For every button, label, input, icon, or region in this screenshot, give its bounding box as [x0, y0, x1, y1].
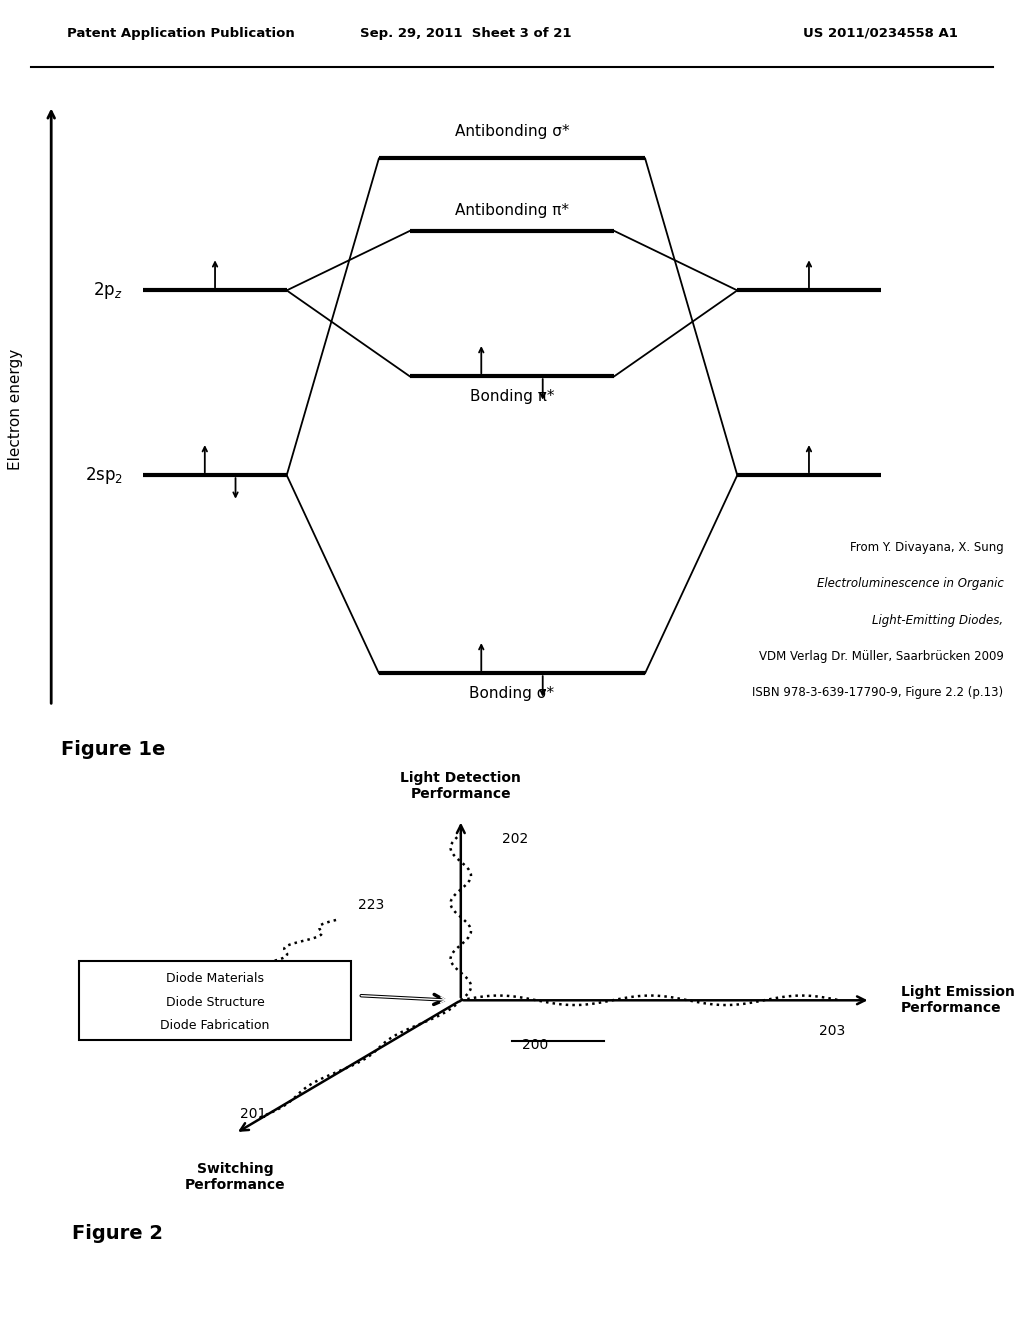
- Text: 201: 201: [240, 1107, 266, 1122]
- Text: 2sp$_2$: 2sp$_2$: [85, 465, 123, 486]
- FancyBboxPatch shape: [79, 961, 351, 1040]
- Text: Bonding π*: Bonding π*: [470, 389, 554, 404]
- Text: Figure 2: Figure 2: [72, 1224, 163, 1242]
- Text: Patent Application Publication: Patent Application Publication: [67, 26, 294, 40]
- Text: Light Emission
Performance: Light Emission Performance: [901, 985, 1015, 1015]
- Text: 202: 202: [502, 832, 528, 846]
- Text: Antibonding π*: Antibonding π*: [455, 203, 569, 218]
- Text: Diode Materials: Diode Materials: [166, 972, 264, 985]
- Text: Figure 1e: Figure 1e: [61, 739, 166, 759]
- Text: Diode Structure: Diode Structure: [166, 995, 264, 1008]
- Text: Diode Fabrication: Diode Fabrication: [161, 1019, 269, 1032]
- Text: US 2011/0234558 A1: US 2011/0234558 A1: [803, 26, 957, 40]
- Text: Antibonding σ*: Antibonding σ*: [455, 124, 569, 139]
- Text: 2p$_z$: 2p$_z$: [93, 280, 123, 301]
- Text: 203: 203: [819, 1024, 846, 1038]
- Text: Sep. 29, 2011  Sheet 3 of 21: Sep. 29, 2011 Sheet 3 of 21: [360, 26, 571, 40]
- Text: Electron energy: Electron energy: [8, 348, 23, 470]
- Text: ISBN 978-3-639-17790-9, Figure 2.2 (p.13): ISBN 978-3-639-17790-9, Figure 2.2 (p.13…: [753, 686, 1004, 700]
- Text: 200: 200: [522, 1039, 549, 1052]
- Text: Light Detection
Performance: Light Detection Performance: [400, 771, 521, 801]
- Text: Switching
Performance: Switching Performance: [185, 1162, 286, 1192]
- Text: Bonding σ*: Bonding σ*: [469, 686, 555, 701]
- Text: Light-Emitting Diodes,: Light-Emitting Diodes,: [872, 614, 1004, 627]
- Text: VDM Verlag Dr. Müller, Saarbrücken 2009: VDM Verlag Dr. Müller, Saarbrücken 2009: [759, 651, 1004, 663]
- Text: 223: 223: [358, 898, 385, 912]
- Text: Electroluminescence in Organic: Electroluminescence in Organic: [817, 578, 1004, 590]
- Text: From Y. Divayana, X. Sung: From Y. Divayana, X. Sung: [850, 541, 1004, 554]
